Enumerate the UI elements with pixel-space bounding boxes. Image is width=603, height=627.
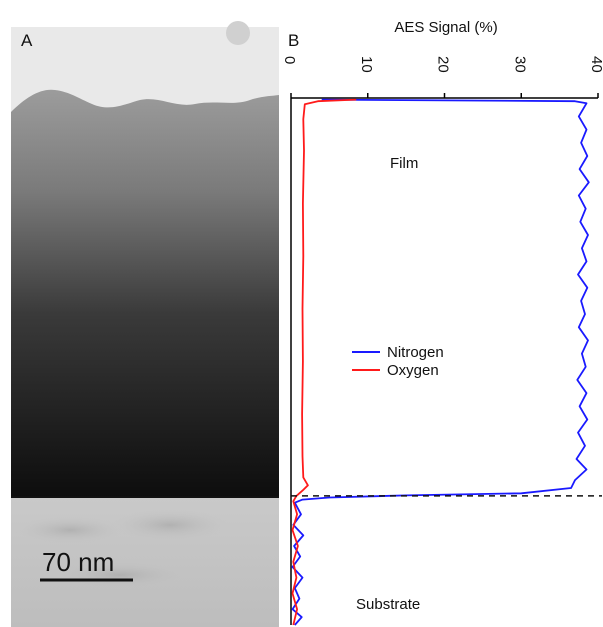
legend: Nitrogen Oxygen bbox=[352, 344, 444, 379]
tick-marks bbox=[290, 93, 599, 98]
aes-depth-profile: B AES Signal (%) 0 10 20 30 40 Film Substrat… bbox=[281, 19, 603, 626]
tem-micrograph: A 70 nm bbox=[11, 21, 279, 627]
x-axis-title: AES Signal (%) bbox=[394, 19, 497, 36]
x-tick-label-30: 30 bbox=[511, 56, 528, 73]
substrate-texture bbox=[50, 561, 190, 589]
substrate-texture bbox=[15, 516, 125, 544]
series-line-oxygen bbox=[291, 98, 357, 626]
axis bbox=[290, 97, 598, 625]
series-lines bbox=[291, 98, 590, 626]
series-line-nitrogen bbox=[291, 98, 590, 626]
substrate-annotation: Substrate bbox=[356, 596, 420, 613]
x-tick-label-40: 40 bbox=[588, 56, 603, 73]
film-region bbox=[11, 89, 279, 497]
substrate-texture bbox=[110, 509, 230, 541]
panel-b-label: B bbox=[288, 31, 299, 50]
x-tick-label-10: 10 bbox=[358, 56, 375, 73]
legend-label-nitrogen: Nitrogen bbox=[387, 344, 444, 361]
tick-labels: 0 10 20 30 40 bbox=[281, 56, 603, 73]
x-tick-label-0: 0 bbox=[281, 56, 298, 64]
x-tick-label-20: 20 bbox=[435, 56, 452, 73]
surface-particle bbox=[226, 21, 250, 45]
film-annotation: Film bbox=[390, 155, 418, 172]
scale-bar-label: 70 nm bbox=[42, 547, 114, 577]
panel-a-label: A bbox=[21, 31, 33, 50]
legend-label-oxygen: Oxygen bbox=[387, 362, 439, 379]
